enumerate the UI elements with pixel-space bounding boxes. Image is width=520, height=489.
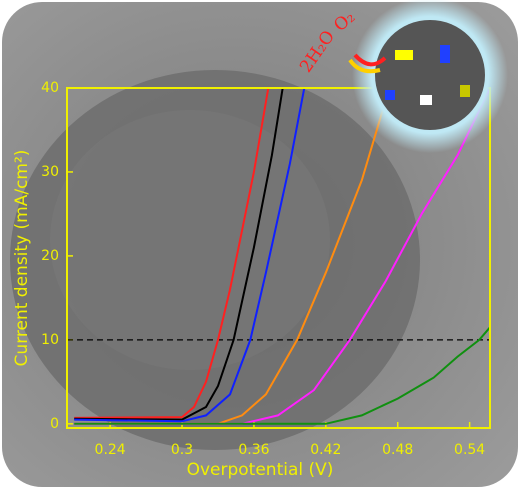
series-line [74,326,490,425]
y-tick-label: 40 [41,80,59,96]
x-axis-label: Overpotential (V) [187,460,334,480]
atom [420,95,432,105]
x-tick-label: 0.3 [171,442,193,458]
inset [348,0,508,153]
x-tick-label: 0.42 [310,442,341,458]
atom [440,45,450,63]
y-tick-label: 20 [41,248,59,264]
y-axis-label: Current density (mA/cm²) [12,150,32,367]
series-line [74,88,284,421]
series-line [74,88,270,419]
series-line [74,88,391,425]
x-tick-label: 0.36 [238,442,269,458]
plot-area [67,88,490,425]
series-line [74,88,490,425]
atom [385,90,395,100]
y-tick-label: 0 [50,416,59,432]
y-tick-label: 30 [41,164,59,180]
x-tick-label: 0.24 [95,442,126,458]
x-tick-label: 0.54 [454,442,485,458]
x-tick-label: 0.48 [382,442,413,458]
atom [395,50,413,60]
series-line [74,88,306,423]
particle-core [50,110,330,370]
cluster [375,20,485,130]
plot-frame [66,87,491,429]
atom [460,85,470,97]
arrow [348,58,381,74]
arrow [353,53,387,67]
y-tick-label: 10 [41,332,59,348]
